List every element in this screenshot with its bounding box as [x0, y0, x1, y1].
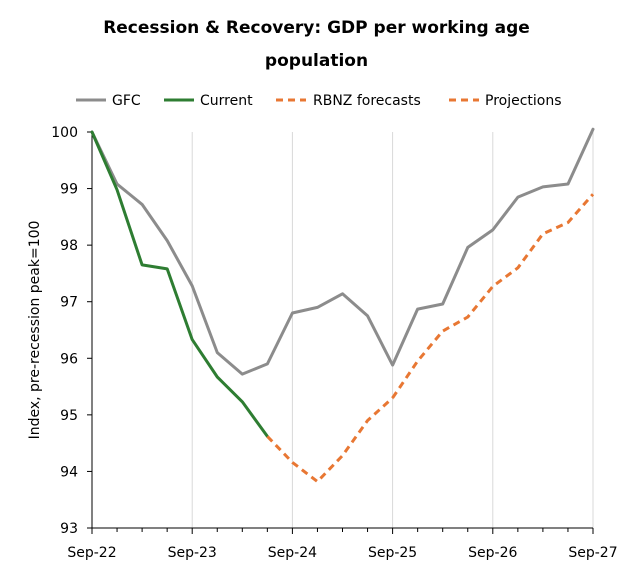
y-tick-label: 100: [51, 125, 78, 141]
legend: GFC Current RBNZ forecasts Projections: [76, 93, 562, 109]
x-tick-label: Sep-26: [468, 545, 517, 561]
x-tick-label: Sep-27: [568, 545, 617, 561]
y-tick-label: 97: [60, 295, 78, 311]
series-line-current: [90, 130, 269, 438]
y-axis-label: Index, pre-recession peak=100: [27, 221, 43, 440]
y-tick-label: 99: [60, 182, 78, 198]
x-tick-label: Sep-22: [67, 545, 116, 561]
series-line-gfc: [90, 127, 595, 376]
chart-title: Recession & Recovery: GDP per working ag…: [103, 18, 530, 38]
y-tick-label: 94: [60, 464, 78, 480]
y-tick-label: 98: [60, 238, 78, 254]
x-tick-label: Sep-24: [268, 545, 317, 561]
series-line-projections: [391, 193, 595, 399]
gridlines: [191, 132, 594, 528]
x-tick-label: Sep-23: [168, 545, 217, 561]
series-line-rbnz-forecasts: [266, 396, 394, 484]
y-tick-label: 93: [60, 521, 78, 537]
x-tick-label: Sep-25: [368, 545, 417, 561]
legend-label: GFC: [112, 93, 141, 109]
series-lines: [90, 127, 595, 484]
legend-label: Projections: [485, 93, 562, 109]
y-tick-label: 95: [60, 408, 78, 424]
y-tick-label: 96: [60, 351, 78, 367]
chart-title-continued: population: [264, 51, 369, 71]
legend-label: Current: [200, 93, 253, 109]
axes: 93 94 95 96 97 98 99 100 Sep-22 Sep-23 Sep-24 Sep-2…: [51, 125, 617, 561]
legend-label: RBNZ forecasts: [313, 93, 421, 109]
